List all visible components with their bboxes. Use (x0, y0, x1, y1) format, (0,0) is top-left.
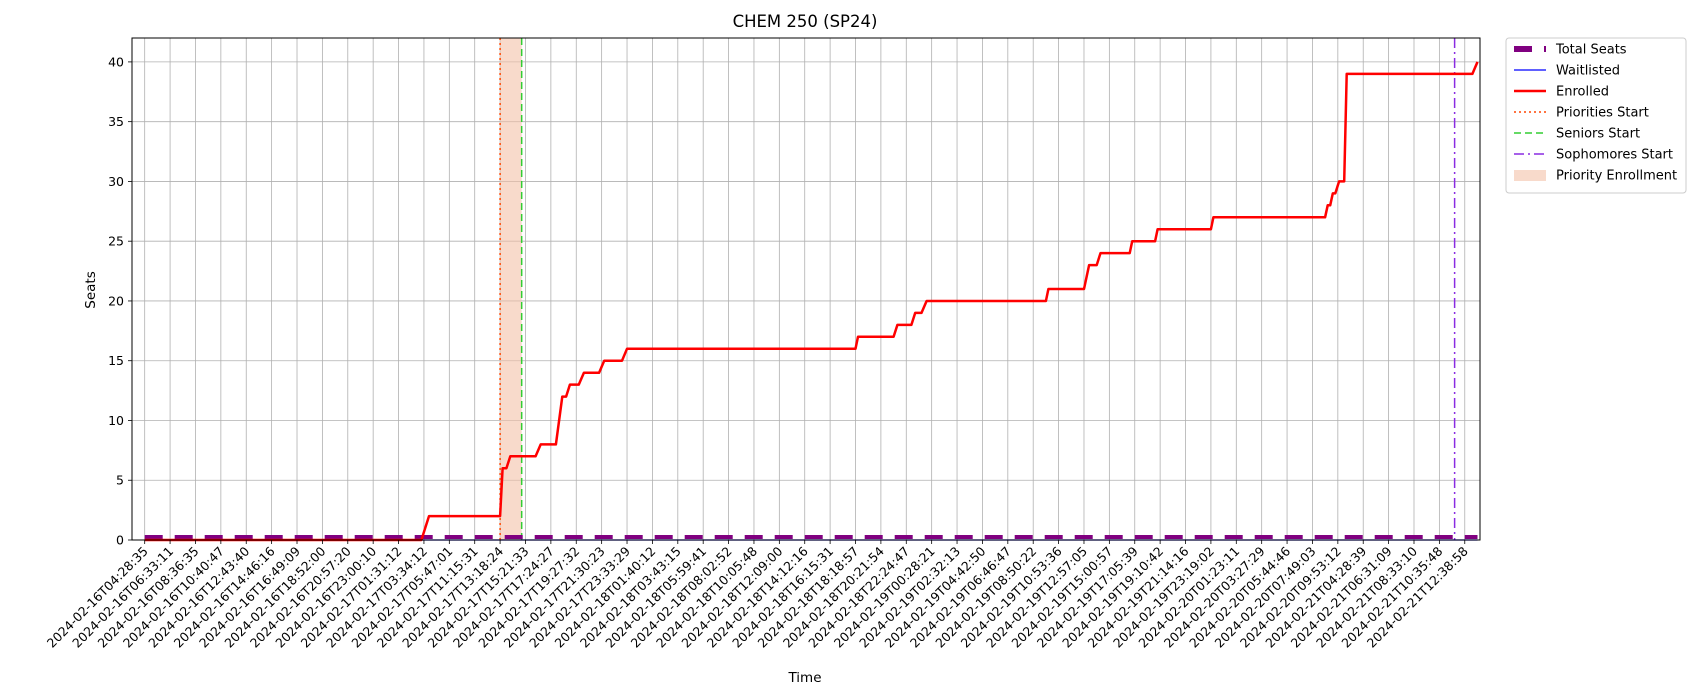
legend-label-seniors-start: Seniors Start (1556, 127, 1640, 142)
legend-label-waitlisted: Waitlisted (1556, 64, 1620, 79)
vertical-markers (499, 38, 1456, 540)
y-tick-label: 15 (108, 353, 124, 368)
y-tick-label: 20 (108, 293, 124, 308)
y-tick-label: 30 (108, 174, 124, 189)
x-axis-ticks: 2024-02-16T04:28:352024-02-16T06:33:1120… (44, 540, 1471, 651)
shaded-regions (500, 38, 522, 540)
y-axis-title: Seats (83, 271, 99, 308)
y-tick-label: 40 (108, 54, 124, 69)
y-tick-label: 10 (108, 413, 124, 428)
y-tick-label: 5 (116, 473, 124, 488)
legend-label-enrolled: Enrolled (1556, 85, 1609, 100)
y-tick-label: 25 (108, 234, 124, 249)
x-axis-title: Time (787, 670, 821, 686)
chart-title: CHEM 250 (SP24) (733, 12, 878, 31)
y-tick-label: 35 (108, 114, 124, 129)
legend-items: Total Seats Waitlisted Enrolled Priorities … (1514, 43, 1677, 184)
priority-enrollment-region (500, 38, 522, 540)
grid (132, 38, 1480, 541)
legend-box (1505, 37, 1687, 194)
y-tick-label: 0 (116, 533, 124, 548)
plot-frame (131, 37, 1481, 541)
y-axis-ticks: 0 5 10 15 20 25 30 35 40 (108, 54, 132, 548)
legend-label-total-seats: Total Seats (1555, 43, 1627, 58)
legend-label-priorities-start: Priorities Start (1556, 106, 1649, 121)
legend: Total Seats Waitlisted Enrolled Priorities … (1505, 37, 1687, 194)
legend-label-priority-enrollment: Priority Enrollment (1556, 169, 1677, 184)
legend-label-sophomores-start: Sophomores Start (1556, 148, 1673, 163)
legend-swatch-priority-enrollment (1514, 170, 1546, 181)
